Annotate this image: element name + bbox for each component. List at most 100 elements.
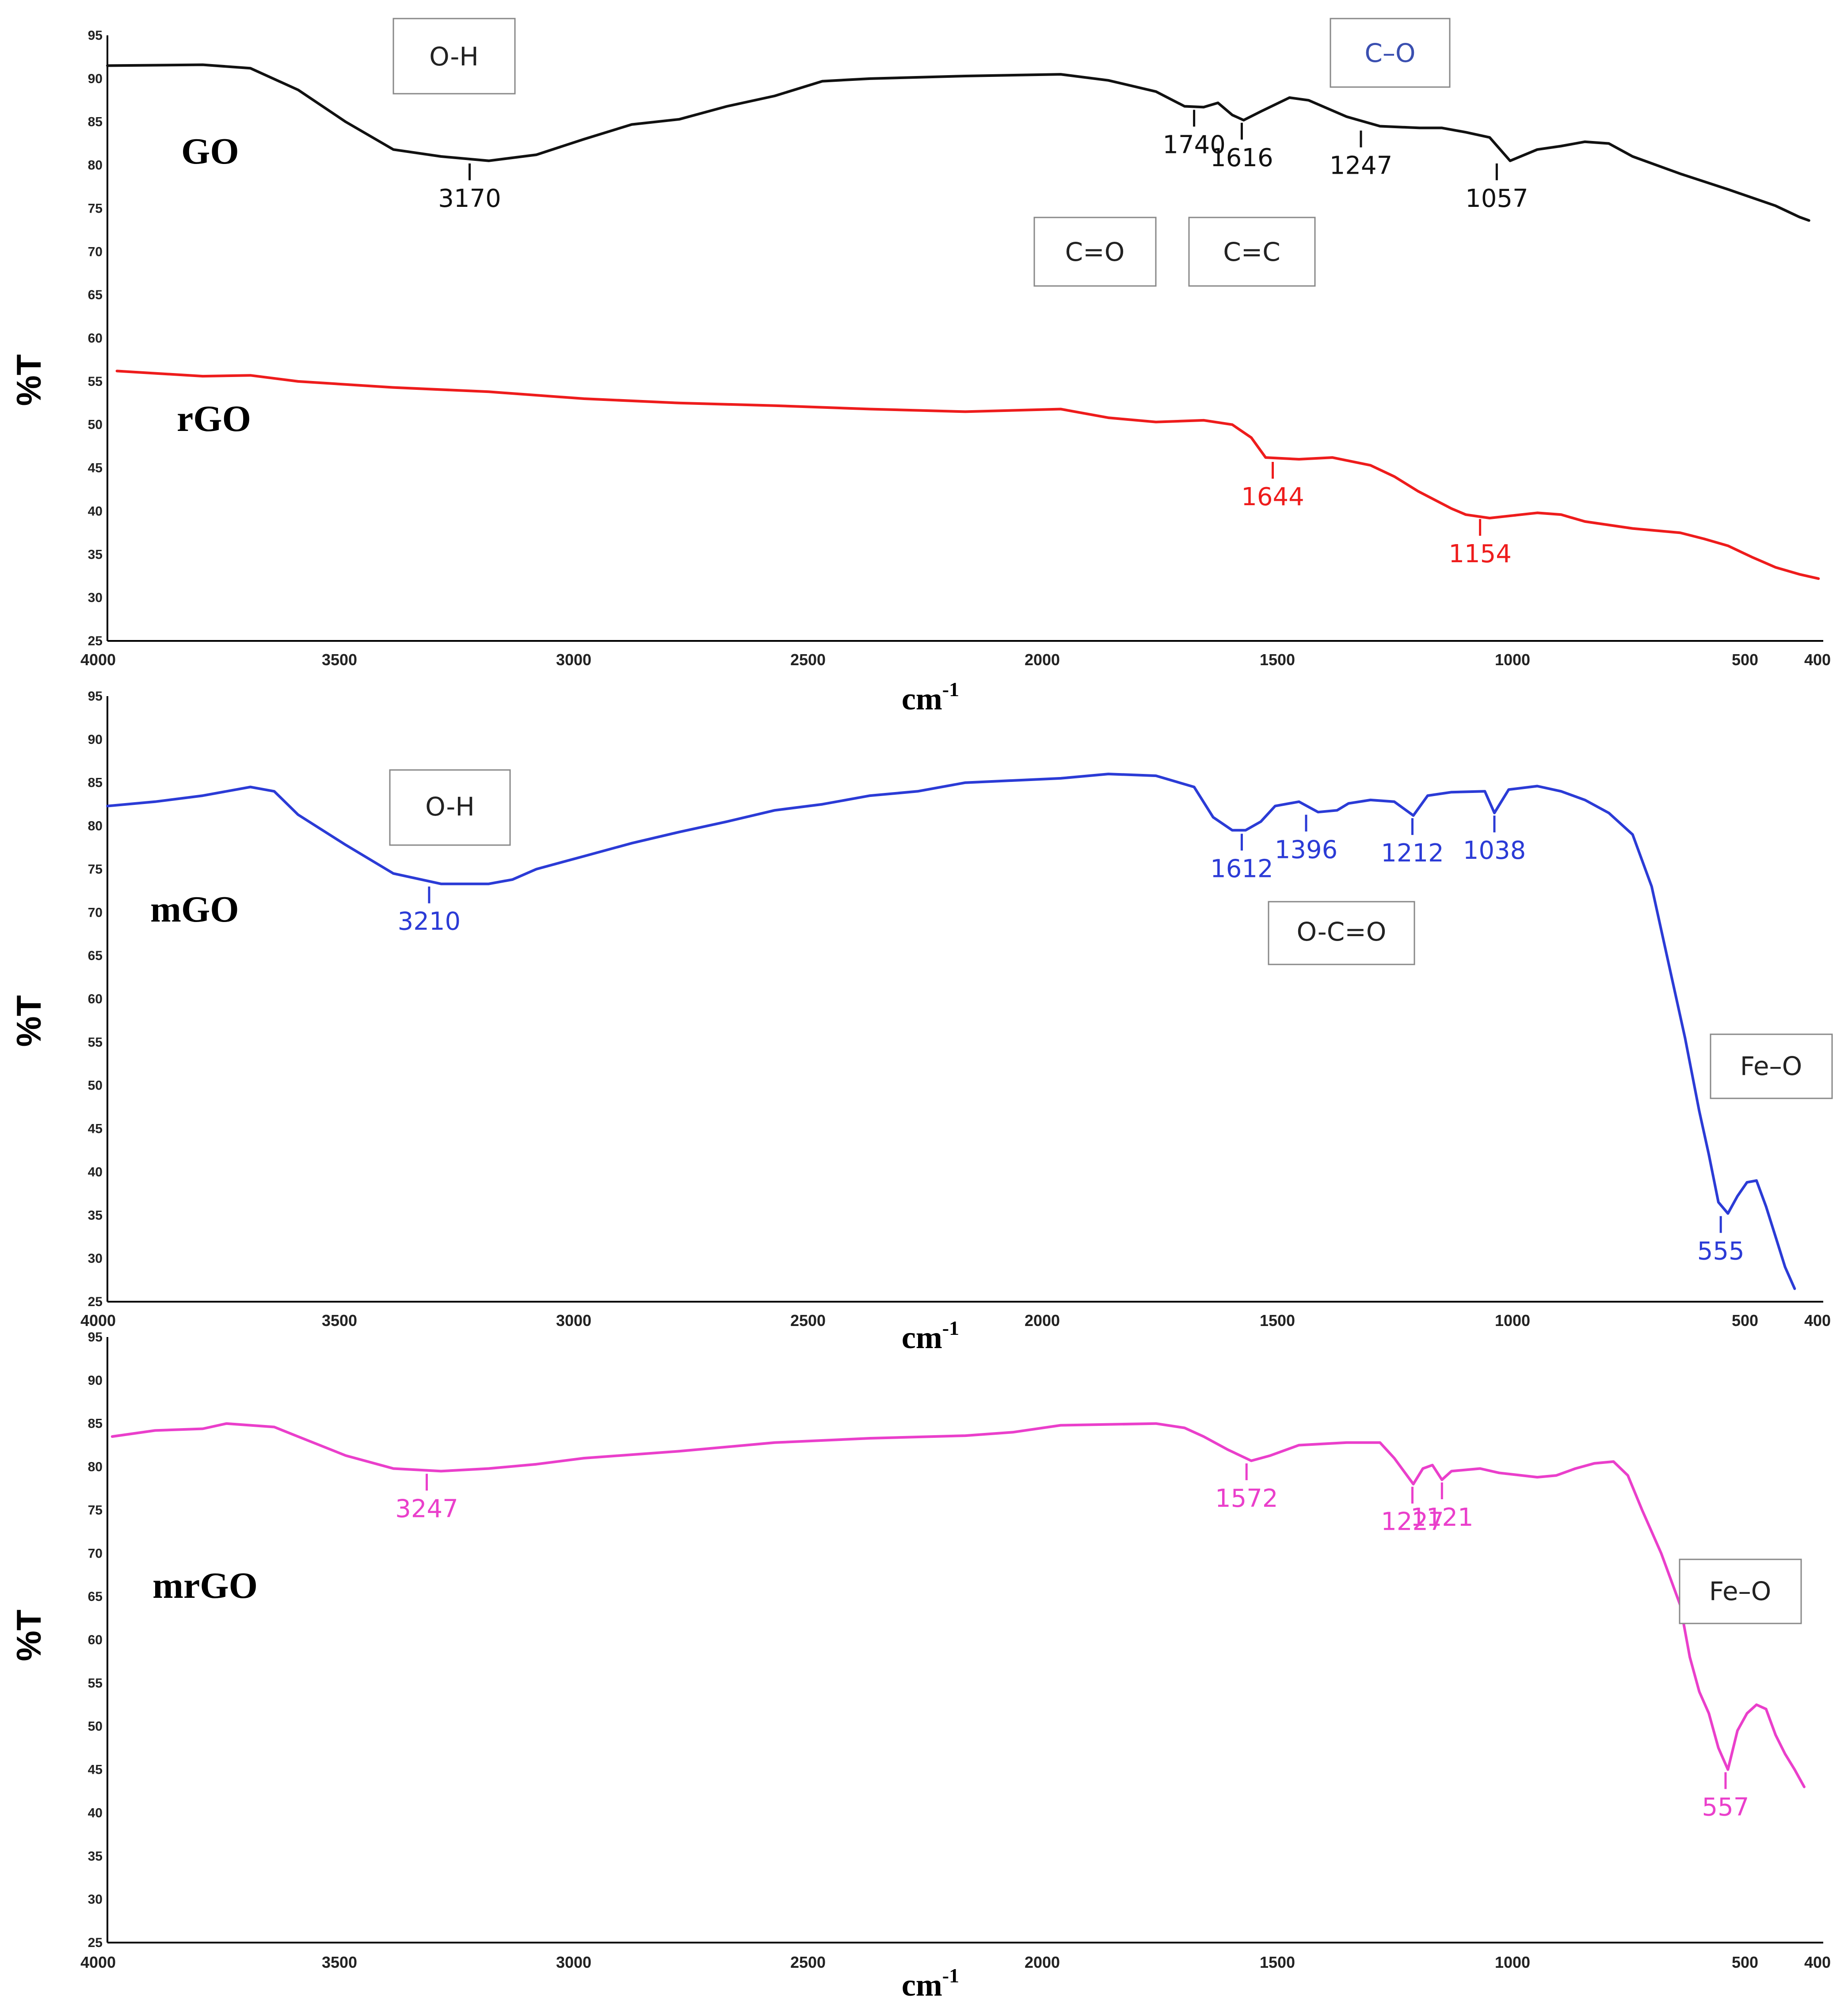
y-axis-label-top: %T [9,354,48,406]
y-tick-label: 30 [88,1251,103,1266]
y-tick-label: 60 [88,331,103,346]
peak-label-1057: 1057 [1465,184,1528,213]
annotation-box-fe-o-bottom: Fe–O [1680,1559,1801,1623]
annotation-box-fe-o-middle: Fe–O [1711,1034,1832,1098]
peak-label-1644: 1644 [1241,483,1304,511]
y-tick-label: 50 [88,1719,103,1734]
y-tick-label: 25 [88,634,103,648]
y-tick-label: 25 [88,1295,103,1309]
series-lines-middle [107,774,1795,1289]
peak-label-1396: 1396 [1275,835,1338,864]
y-tick-label: 65 [88,949,103,963]
annotation-box-oh-middle: O-H [390,770,510,845]
svg-text:Fe–O: Fe–O [1709,1576,1772,1606]
x-tick-labels-top: 4000 3500 3000 2500 2000 1500 1000 500 400 [80,651,1831,669]
svg-text:O-H: O-H [425,792,475,822]
x-tick-label: 2000 [1025,1311,1060,1330]
y-tick-label: 40 [88,504,103,518]
x-tick-label: 400 [1804,651,1831,669]
y-tick-label: 30 [88,1892,103,1907]
x-tick-label: 4000 [80,651,116,669]
series-line-rgo [117,371,1819,579]
y-tick-label: 95 [88,689,103,704]
y-tick-label: 90 [88,732,103,747]
y-tick-label: 60 [88,1633,103,1647]
y-tick-label: 80 [88,819,103,834]
peak-label-1038: 1038 [1463,836,1526,865]
x-tick-label: 2000 [1025,651,1060,669]
peak-label-3170: 3170 [438,184,501,213]
y-tick-label: 70 [88,905,103,920]
x-tick-label: 3500 [322,1953,357,1971]
y-tick-label: 80 [88,1460,103,1475]
svg-text:O-H: O-H [429,42,479,72]
svg-text:C–O: C–O [1364,38,1415,68]
y-tick-label: 65 [88,288,103,302]
peak-label-557: 557 [1702,1793,1749,1822]
y-tick-label: 40 [88,1165,103,1179]
y-tick-label: 85 [88,1417,103,1431]
y-tick-label: 60 [88,992,103,1006]
y-tick-label: 75 [88,1503,103,1517]
y-tick-label: 70 [88,1546,103,1561]
panel-go-rgo: 95 90 85 80 75 70 65 60 55 50 45 40 35 30 25 4000 3500 3… [9,19,1831,716]
y-tick-label: 80 [88,158,103,173]
peak-label-555: 555 [1697,1237,1745,1265]
peak-label-1154: 1154 [1448,540,1512,568]
peak-label-3210: 3210 [398,907,461,936]
y-tick-label: 90 [88,72,103,86]
x-tick-label: 3500 [322,1311,357,1330]
x-tick-label: 3000 [556,651,591,669]
svg-text:Fe–O: Fe–O [1740,1051,1802,1081]
y-tick-label: 55 [88,1035,103,1050]
y-tick-label: 75 [88,201,103,216]
x-axis-label-bottom: cm-1 [902,1964,959,2003]
ftir-figure: 959085807570656055504540353025 4000 3500 3… [0,0,1848,2008]
series-line-go [107,65,1809,221]
peak-label-1612: 1612 [1210,854,1273,883]
y-tick-label: 25 [88,1936,103,1950]
series-lines-top [107,65,1818,579]
series-lines-bottom [112,1424,1804,1787]
y-tick-label: 55 [88,374,103,389]
x-tick-label: 400 [1804,1953,1831,1971]
x-tick-label: 2500 [790,1311,826,1330]
y-tick-label: 50 [88,1078,103,1093]
x-axis-label-top: cm-1 [902,678,959,716]
y-axis-label-middle: %T [9,995,48,1047]
annotation-box-c-double-c: C=C [1189,217,1315,286]
x-axis-label-middle: cm-1 [902,1317,959,1355]
x-tick-label: 500 [1732,651,1758,669]
svg-text:C=O: C=O [1065,237,1125,267]
sample-label-go: GO [181,131,239,172]
x-tick-label: 3500 [322,651,357,669]
x-tick-label: 4000 [80,1311,116,1330]
series-line-mrgo [112,1424,1804,1787]
svg-text:O-C=O: O-C=O [1297,917,1387,947]
y-tick-label: 35 [88,547,103,562]
annotation-box-c-double-o: C=O [1034,217,1156,286]
x-tick-label: 3000 [556,1953,591,1971]
peak-label-1212: 1212 [1381,839,1444,868]
x-tick-label: 1500 [1260,1953,1295,1971]
x-tick-label: 3000 [556,1311,591,1330]
peak-label-1572: 1572 [1215,1484,1278,1513]
y-tick-label: 30 [88,591,103,605]
y-tick-label: 50 [88,418,103,432]
y-tick-label: 95 [88,28,103,43]
y-tick-label: 65 [88,1589,103,1604]
y-tick-label: 40 [88,1806,103,1820]
x-tick-label: 4000 [80,1953,116,1971]
annotation-box-oh-top: O-H [393,19,515,94]
x-tick-label: 2500 [790,651,826,669]
x-tick-label: 1000 [1495,1311,1530,1330]
x-tick-label: 1500 [1260,1311,1295,1330]
peak-label-1121: 1121 [1410,1503,1474,1532]
y-tick-label: 35 [88,1849,103,1863]
y-tick-label: 75 [88,862,103,876]
y-tick-label: 85 [88,776,103,790]
x-tick-label: 500 [1732,1953,1758,1971]
svg-text:C=C: C=C [1223,237,1280,267]
